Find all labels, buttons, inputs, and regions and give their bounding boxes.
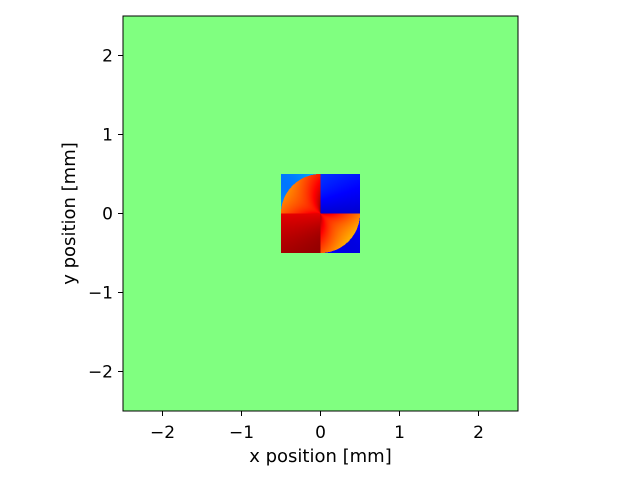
y-axis: −2 −1 0 1 2	[88, 47, 123, 383]
heatmap-field	[281, 174, 360, 253]
y-tick-label: 0	[102, 205, 113, 225]
x-tick-label: −1	[229, 423, 254, 443]
x-tick-label: 0	[315, 423, 326, 443]
x-tick-label: 2	[473, 423, 484, 443]
x-axis-label: x position [mm]	[249, 446, 392, 467]
y-tick-label: −2	[88, 363, 113, 383]
y-tick-label: −1	[88, 284, 113, 304]
y-tick-label: 2	[102, 47, 113, 67]
aperture-pattern	[281, 174, 360, 253]
x-axis: −2 −1 0 1 2	[150, 411, 484, 443]
x-tick-label: −2	[150, 423, 175, 443]
y-tick-label: 1	[102, 126, 113, 146]
y-axis-label: y position [mm]	[59, 142, 80, 285]
x-tick-label: 1	[394, 423, 405, 443]
